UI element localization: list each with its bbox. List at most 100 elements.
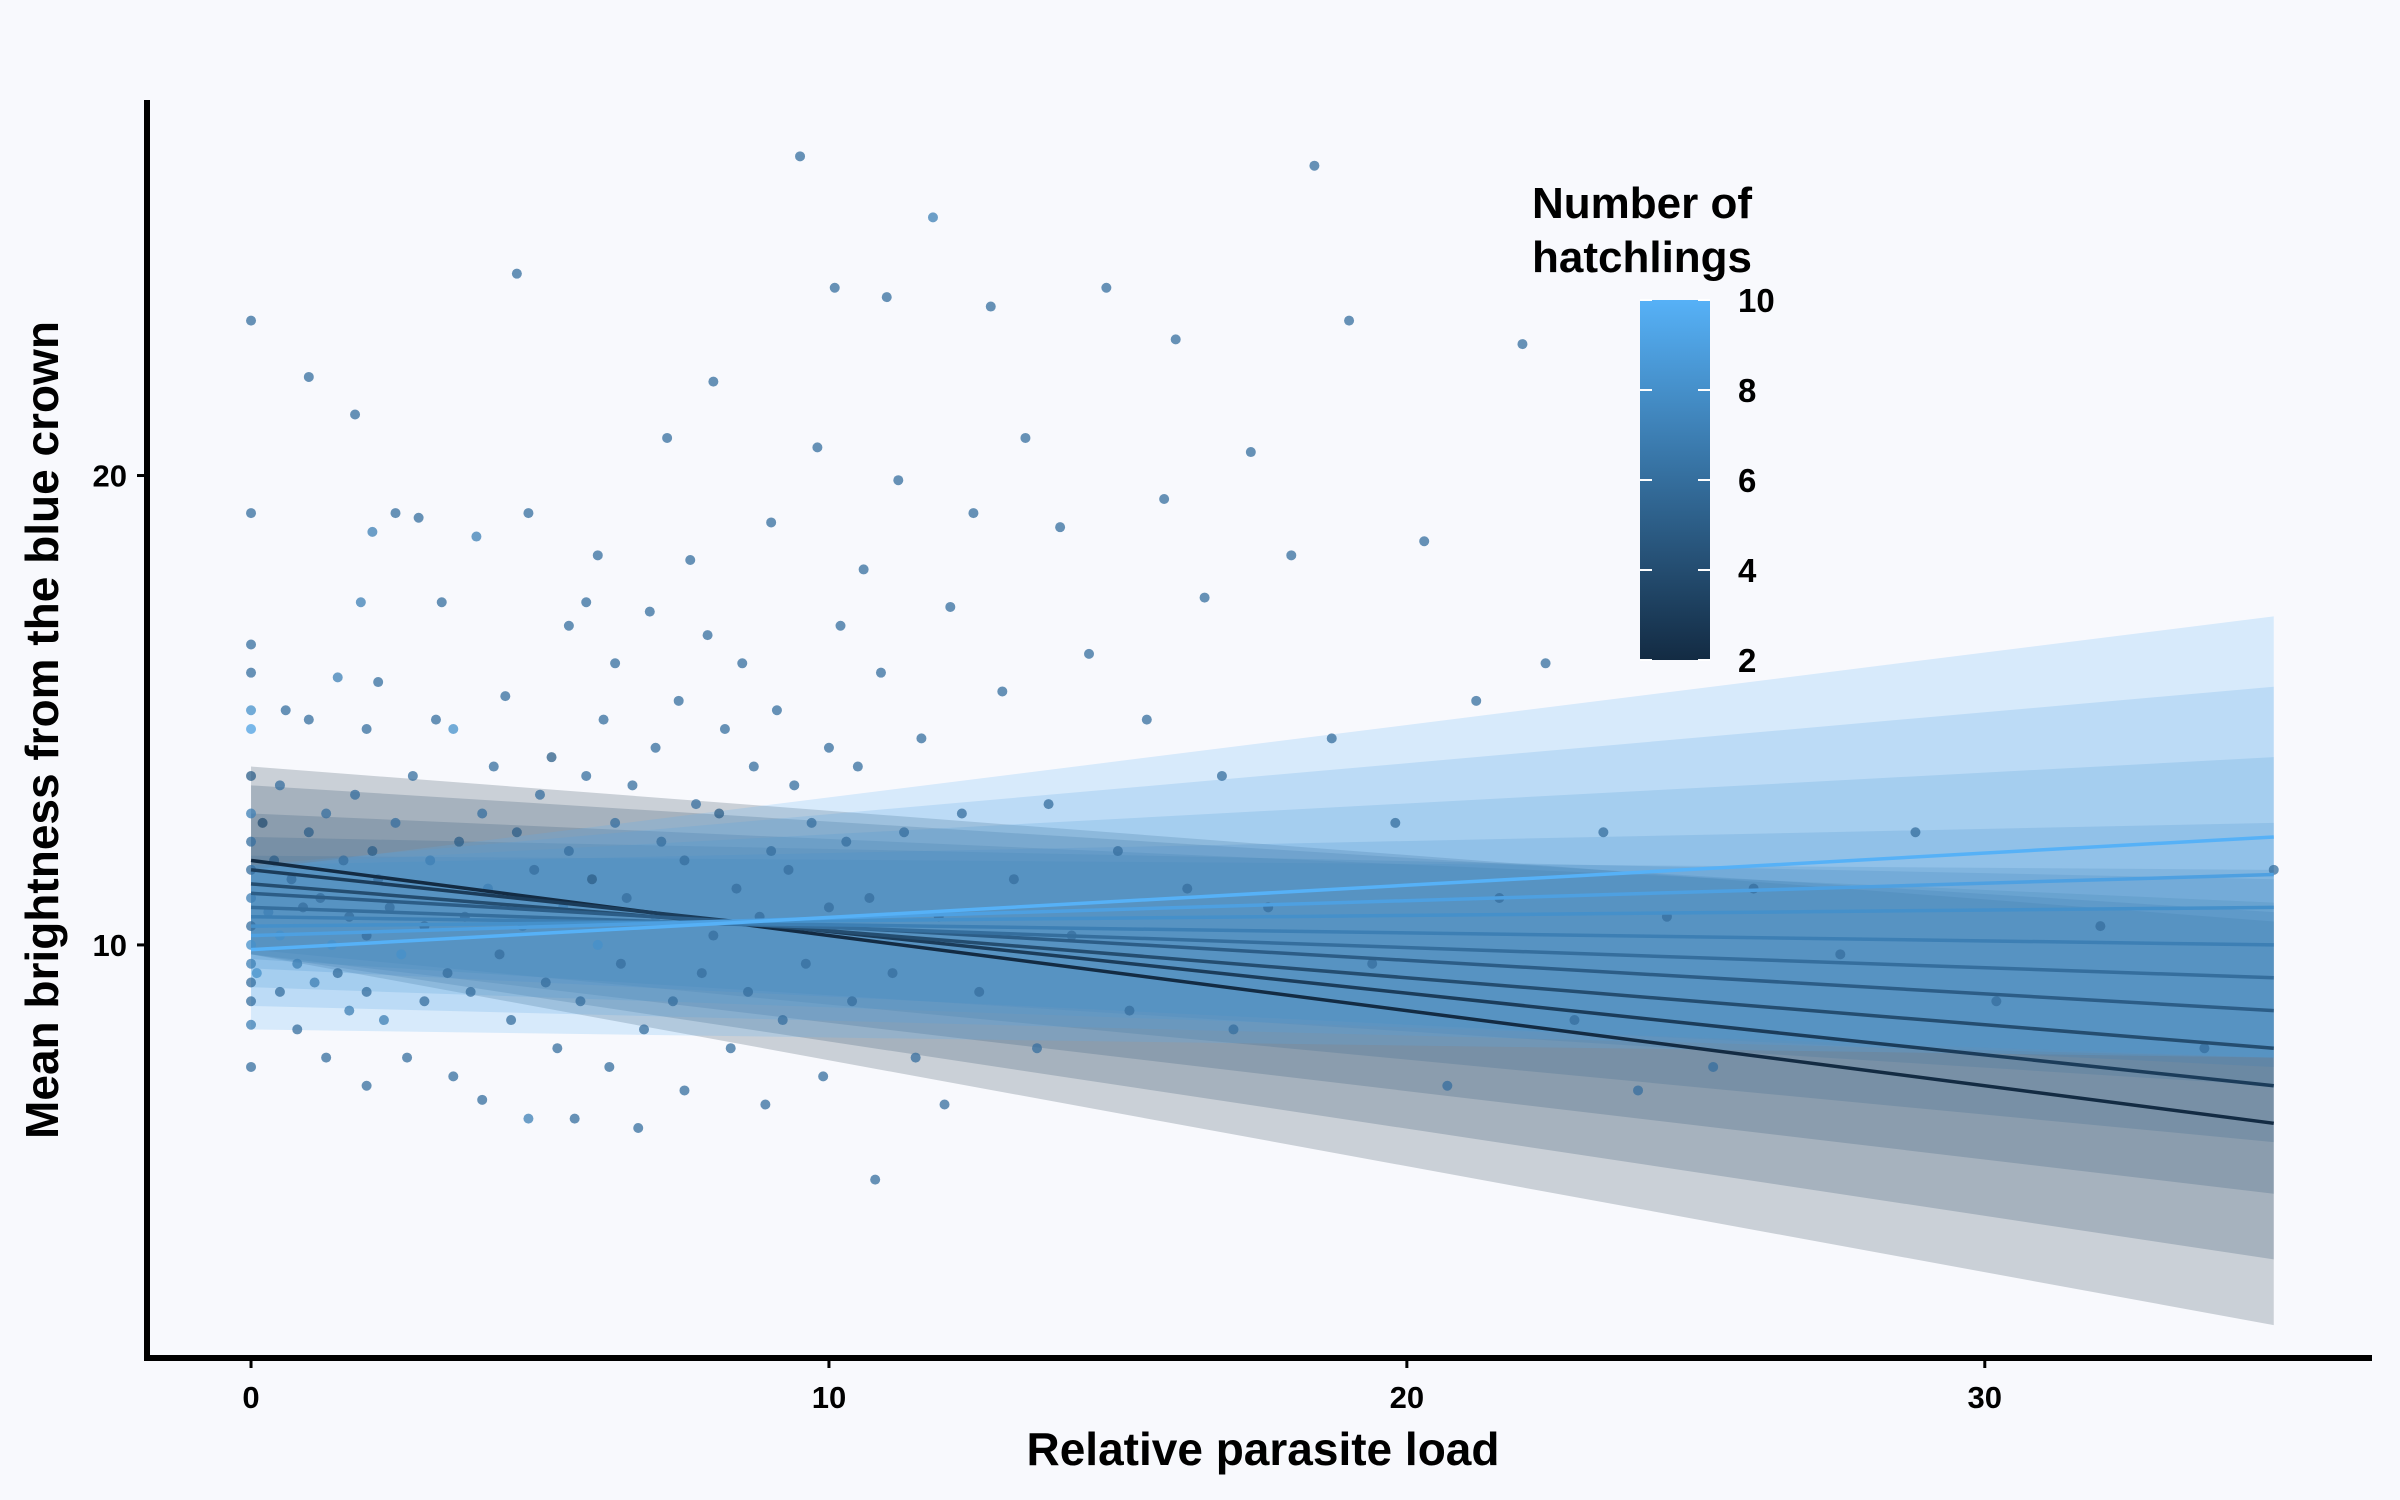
data-point <box>523 508 534 519</box>
data-point <box>858 564 869 575</box>
fit-line-8 <box>251 905 2274 928</box>
data-point <box>1245 447 1256 458</box>
data-point <box>321 1052 332 1063</box>
legend-tick-label: 2 <box>1738 642 1756 679</box>
data-point <box>1598 827 1609 838</box>
data-point <box>714 808 725 819</box>
data-point <box>292 958 303 969</box>
data-point <box>650 742 661 753</box>
legend-title-line-2: hatchlings <box>1532 233 1752 282</box>
data-point <box>1141 714 1152 725</box>
data-point <box>529 864 540 875</box>
ci-ribbon-10 <box>251 616 2274 1058</box>
data-point <box>1517 339 1528 350</box>
data-point <box>303 371 314 382</box>
data-point <box>338 855 349 866</box>
data-point <box>737 658 748 669</box>
data-point <box>1199 592 1210 603</box>
data-point <box>575 996 586 1007</box>
data-point <box>1344 315 1355 326</box>
data-point <box>407 770 418 781</box>
data-point <box>1309 160 1320 171</box>
data-point <box>246 836 257 847</box>
data-point <box>246 996 257 1007</box>
data-point <box>1032 1043 1042 1054</box>
data-point <box>534 789 545 800</box>
data-point <box>679 1085 690 1096</box>
fit-line-6 <box>250 905 2274 980</box>
data-point <box>1216 770 1227 781</box>
data-point <box>719 724 730 734</box>
x-axis-ticks: 0 10 20 30 <box>242 1358 2002 1415</box>
data-point <box>246 958 257 969</box>
data-point <box>1182 883 1193 894</box>
data-point <box>974 986 985 997</box>
data-point <box>1442 1080 1453 1091</box>
legend-tick-label: 8 <box>1738 372 1756 409</box>
data-point <box>350 789 361 800</box>
data-point <box>1159 493 1170 504</box>
data-point <box>1055 522 1066 533</box>
data-point <box>246 892 257 903</box>
data-point <box>246 977 257 988</box>
data-point <box>494 949 505 960</box>
data-point <box>361 986 372 997</box>
data-point <box>384 902 395 913</box>
legend-title-line-1: Number of <box>1532 179 1752 228</box>
data-point <box>1286 550 1297 561</box>
data-point <box>610 658 621 669</box>
data-point <box>546 752 557 763</box>
data-point <box>1124 1005 1135 1016</box>
data-point <box>563 846 574 857</box>
data-point <box>465 986 476 997</box>
x-tick-label: 20 <box>1390 1380 1424 1415</box>
data-point <box>581 770 592 781</box>
data-point <box>800 958 811 969</box>
data-point <box>361 724 372 734</box>
data-point <box>806 817 817 828</box>
data-point <box>841 836 852 847</box>
data-point <box>1043 799 1054 810</box>
data-point <box>246 724 257 734</box>
data-point <box>985 301 996 312</box>
data-point <box>442 968 453 979</box>
data-point <box>725 1043 736 1054</box>
data-point <box>246 667 257 678</box>
fit-line-5 <box>250 891 2274 1013</box>
data-point <box>361 1080 372 1091</box>
data-point <box>246 315 257 326</box>
data-point <box>367 526 378 537</box>
data-point <box>350 409 361 420</box>
data-point <box>246 508 257 519</box>
data-point <box>633 1122 644 1133</box>
data-point <box>592 939 603 950</box>
data-point <box>402 1052 413 1063</box>
data-point <box>246 939 257 950</box>
data-point <box>708 930 719 941</box>
data-point <box>823 902 834 913</box>
data-point <box>1367 958 1378 969</box>
data-point <box>1112 846 1123 857</box>
data-point <box>378 1015 389 1026</box>
data-point <box>702 630 713 641</box>
data-point <box>731 883 742 894</box>
data-point <box>274 986 285 997</box>
data-point <box>1228 1024 1239 1035</box>
data-point <box>777 1015 788 1026</box>
data-point <box>627 780 638 791</box>
data-point <box>563 620 574 631</box>
data-point <box>968 508 979 519</box>
legend-tick-label: 4 <box>1738 552 1757 589</box>
data-point <box>367 846 378 857</box>
data-point <box>251 968 262 979</box>
data-point <box>667 996 678 1007</box>
data-point <box>823 742 834 753</box>
y-tick-label: 10 <box>93 928 127 963</box>
data-point <box>656 836 667 847</box>
data-point <box>2268 864 2279 875</box>
data-point <box>1633 1085 1644 1096</box>
data-point <box>644 606 655 617</box>
data-point <box>1390 817 1401 828</box>
data-point <box>847 996 858 1007</box>
